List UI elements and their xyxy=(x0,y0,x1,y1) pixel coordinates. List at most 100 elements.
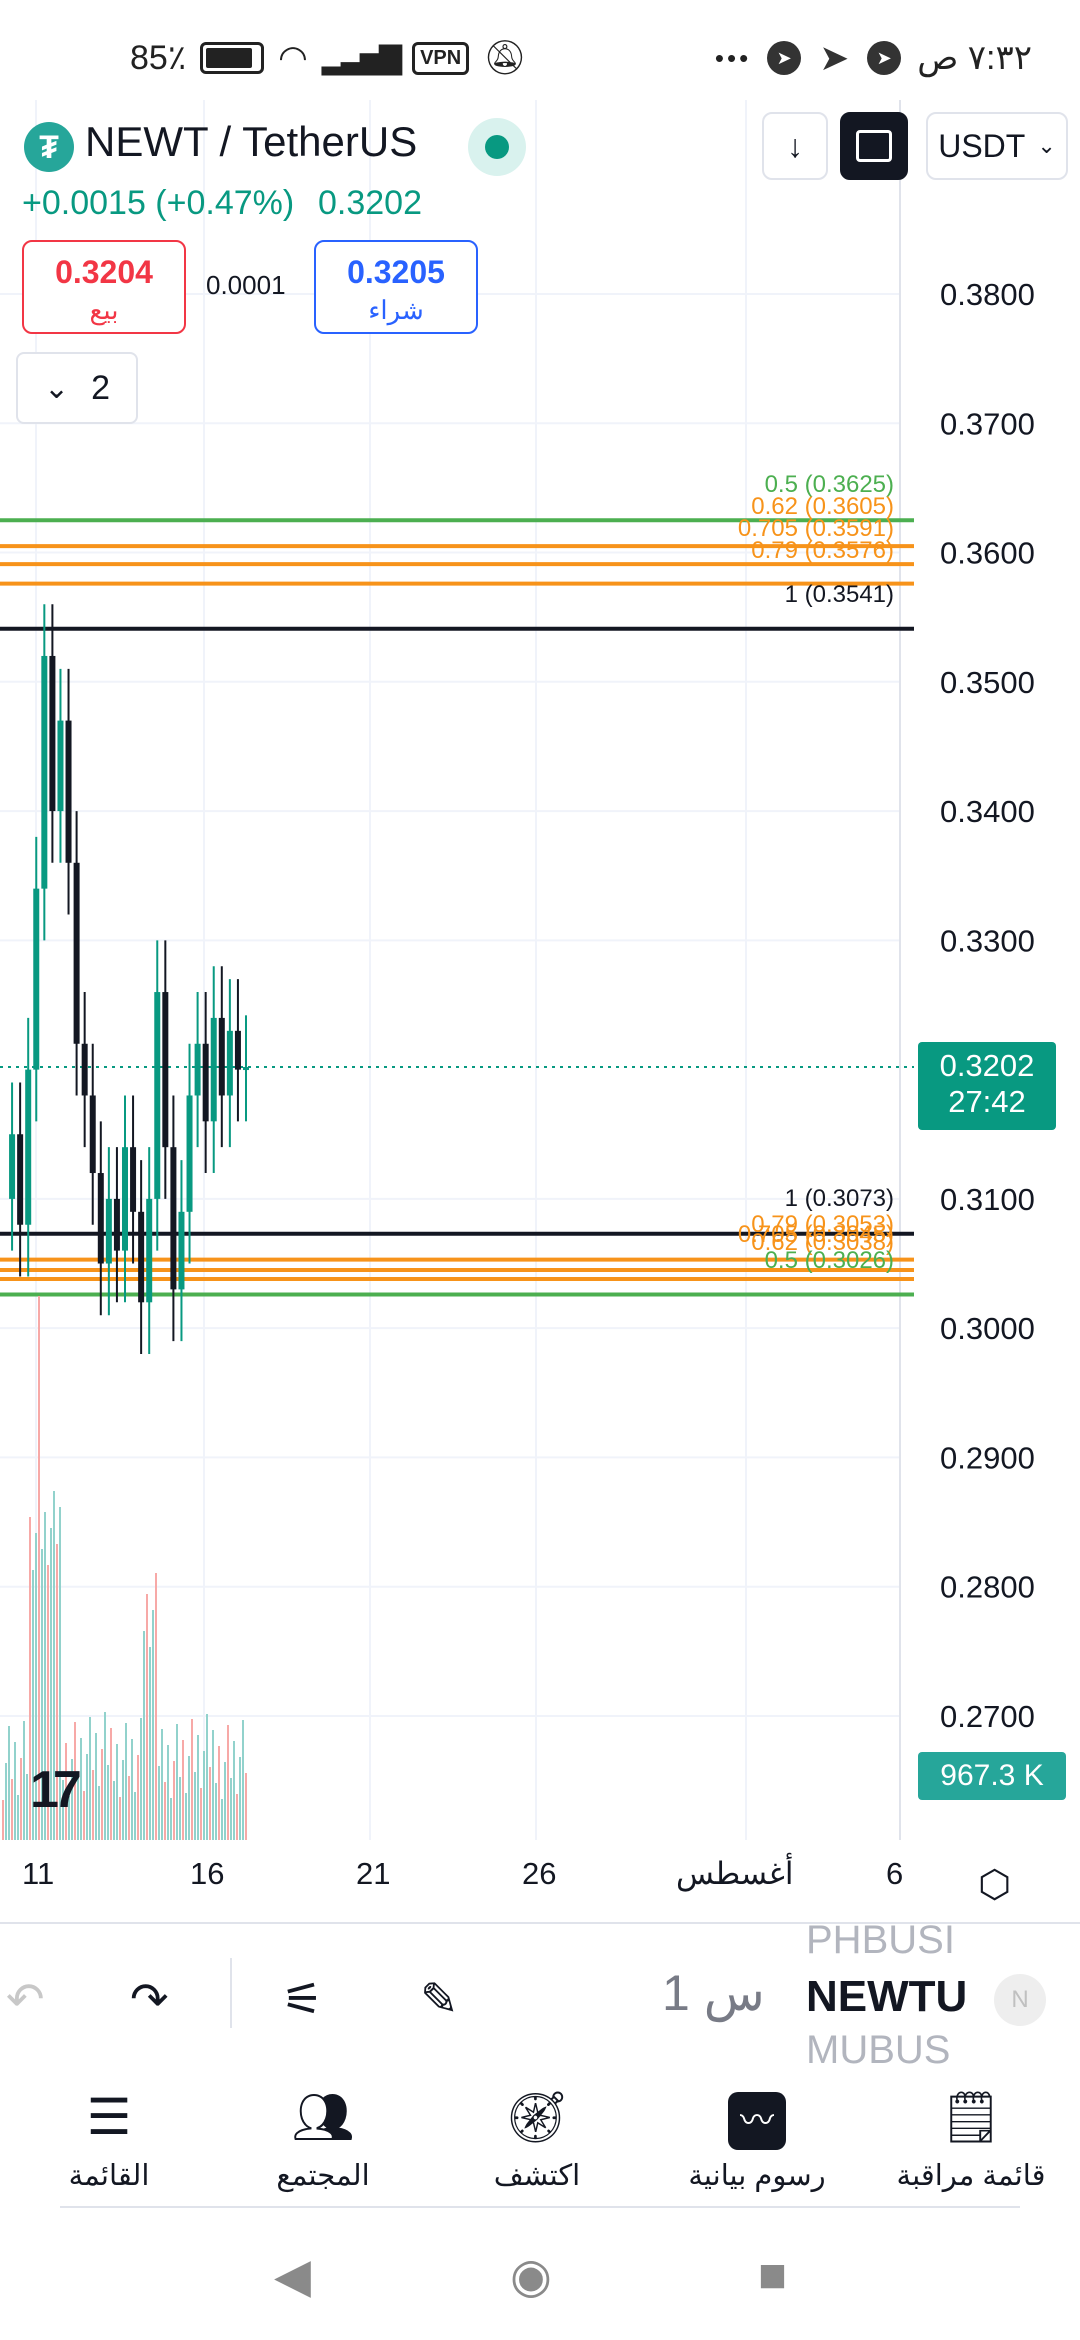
time-axis-label: 11 xyxy=(22,1856,54,1891)
ticker-current[interactable]: NEWTU xyxy=(806,1972,968,2021)
candle-body xyxy=(162,992,169,1148)
candle-body xyxy=(113,1198,120,1251)
watchlist-icon: 🗒︎ xyxy=(939,2089,1003,2145)
indicators-icon[interactable]: ⚟ xyxy=(282,1973,324,2025)
price-axis-label: 0.3600 xyxy=(940,536,1035,571)
chevron-down-icon: ⌄ xyxy=(1037,133,1056,158)
time-axis-label: 6 xyxy=(886,1856,903,1891)
layers-count: 2 xyxy=(91,368,111,407)
object-tree-toggle[interactable]: ⌄ 2 xyxy=(16,352,138,424)
candle-body xyxy=(130,1147,137,1212)
interval-selector[interactable]: 1 س xyxy=(662,1965,765,2021)
sell-label: بيع xyxy=(89,295,119,325)
candle-body xyxy=(57,720,64,812)
candle-body xyxy=(81,1043,88,1096)
recents-icon[interactable]: ■ xyxy=(758,2249,787,2302)
candle-body xyxy=(9,1134,16,1199)
candle-body xyxy=(218,1017,225,1096)
volume-bar xyxy=(245,1773,247,1840)
nav-community[interactable]: 👥︎ المجتمع xyxy=(218,2082,428,2193)
clock: ٧:٣٢ ص xyxy=(917,39,1032,77)
download-button[interactable]: ↓ xyxy=(762,112,828,180)
volume-bar xyxy=(47,1565,49,1840)
candle-body xyxy=(41,655,48,889)
candle-body xyxy=(122,1147,128,1251)
sell-price: 0.3204 xyxy=(55,254,153,290)
time-axis-label: 21 xyxy=(356,1856,390,1891)
home-icon[interactable]: ◉ xyxy=(510,2250,552,2303)
chart-icon: 〰 xyxy=(652,2082,862,2152)
bar-countdown: 27:42 xyxy=(948,1084,1026,1119)
fib-level-label: 0.5 (0.3026) xyxy=(765,1247,894,1274)
candle-body xyxy=(33,888,40,1070)
volume-bar xyxy=(149,1647,151,1840)
time-axis-label: 26 xyxy=(522,1856,556,1891)
battery-icon xyxy=(200,42,265,74)
candle-body xyxy=(154,992,161,1199)
undo-icon[interactable]: ↶ xyxy=(6,1973,45,2025)
volume-bar xyxy=(200,1788,202,1840)
volume-bar xyxy=(95,1733,97,1840)
price-chart[interactable]: 0.3800 0.3700 0.3600 0.3500 0.3400 0.3300 0.31… xyxy=(0,100,1080,1910)
candle-body xyxy=(146,1198,153,1303)
currency-select[interactable]: USDT ⌄ xyxy=(926,112,1068,180)
volume-bar xyxy=(119,1797,121,1840)
ticker-prev[interactable]: PHBUSI xyxy=(806,1918,955,1962)
back-icon[interactable]: ◀ xyxy=(274,2250,311,2303)
volume-bar xyxy=(62,1780,64,1840)
chart-toolbar: ↶ ↷ ⚟ ✎ 1 س PHBUSI NEWTU MUBUS N xyxy=(0,1918,1080,2072)
fib-level-label: 0.62 (0.3605) xyxy=(751,493,894,520)
volume-bar xyxy=(26,1774,28,1840)
buy-price: 0.3205 xyxy=(347,254,445,290)
nav-charts[interactable]: 〰 رسوم بيانية xyxy=(652,2082,862,2193)
nav-explore[interactable]: 🧭︎ اكتشف xyxy=(432,2082,642,2193)
vpn-badge: VPN xyxy=(412,41,470,75)
nav-menu[interactable]: ☰ القائمة xyxy=(4,2082,214,2193)
volume-bar xyxy=(59,1507,61,1840)
price-axis-label: 0.3500 xyxy=(940,665,1035,700)
volume-bar xyxy=(137,1755,139,1840)
volume-bar xyxy=(92,1770,94,1840)
price-axis-label: 0.3700 xyxy=(940,406,1035,441)
fib-level-label: 0.705 (0.3045) xyxy=(738,1221,894,1248)
nav-watchlist[interactable]: 🗒︎ قائمة مراقبة xyxy=(866,2082,1076,2193)
ticker-next[interactable]: MUBUS xyxy=(806,2028,951,2072)
redo-icon[interactable]: ↷ xyxy=(130,1973,169,2025)
buy-button[interactable]: 0.3205 شراء xyxy=(314,240,478,334)
nav-label: المجتمع xyxy=(276,2160,370,2192)
volume-bar xyxy=(53,1491,55,1840)
sell-button[interactable]: 0.3204 بيع xyxy=(22,240,186,334)
volume-bar xyxy=(11,1779,13,1840)
symbol-title[interactable]: NEWT / TetherUS xyxy=(85,118,418,165)
drawing-icon[interactable]: ✎ xyxy=(420,1973,459,2025)
volume-bar xyxy=(113,1781,115,1840)
volume-bar xyxy=(71,1759,73,1840)
fullscreen-button[interactable] xyxy=(840,112,908,180)
telegram-icon: ➤ xyxy=(867,41,902,75)
volume-bar xyxy=(218,1746,220,1840)
fib-level-label: 0.705 (0.3591) xyxy=(738,515,894,542)
volume-bar xyxy=(56,1544,58,1840)
volume-bar xyxy=(35,1533,37,1840)
compass-icon: 🧭︎ xyxy=(505,2089,569,2145)
volume-bar xyxy=(164,1782,166,1840)
volume-bar xyxy=(107,1765,109,1840)
menu-icon: ☰ xyxy=(86,2089,132,2145)
time-axis-label: 16 xyxy=(190,1856,224,1891)
chevron-down-icon: ⌄ xyxy=(43,371,70,405)
volume-bar xyxy=(143,1631,145,1840)
candle-body xyxy=(202,1043,209,1122)
candle-body xyxy=(226,1030,233,1096)
volume-bar xyxy=(152,1610,154,1840)
candle-body xyxy=(25,1069,32,1225)
volume-bar xyxy=(134,1792,136,1840)
volume-bar xyxy=(203,1751,205,1840)
volume-bar xyxy=(65,1743,67,1840)
tether-logo-icon: ₮ xyxy=(24,122,74,172)
market-open-indicator xyxy=(468,118,526,176)
volume-bar xyxy=(101,1749,103,1840)
chart-settings-icon[interactable]: ⬡ xyxy=(978,1864,1012,1906)
fib-level-label: 0.62 (0.3038) xyxy=(751,1229,894,1256)
candle-body xyxy=(97,1173,104,1264)
volume-bar xyxy=(206,1714,208,1840)
